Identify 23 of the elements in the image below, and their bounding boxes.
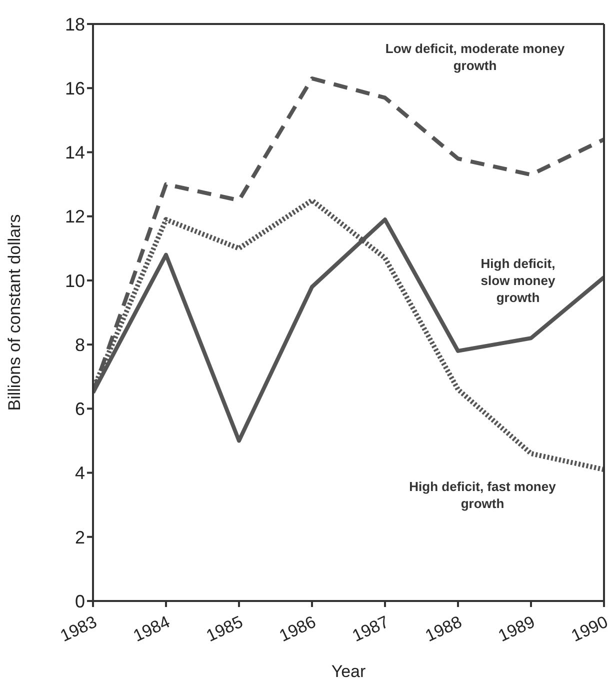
y-tick-label: 0 <box>74 591 85 612</box>
y-tick-label: 4 <box>74 463 85 484</box>
y-tick-label: 16 <box>64 78 85 98</box>
y-tick-label: 10 <box>64 270 85 291</box>
series-label: High deficit, fast money growth <box>408 478 557 512</box>
series-label: Low deficit, moderate money growth <box>385 40 565 74</box>
y-tick-label: 2 <box>74 527 85 548</box>
y-tick-label: 12 <box>64 206 85 227</box>
x-tick-label: 1987 <box>349 612 392 646</box>
y-tick-label: 8 <box>74 334 85 355</box>
x-tick-label: 1989 <box>495 612 538 646</box>
y-tick-label: 14 <box>64 142 85 163</box>
x-tick-label: 1988 <box>422 612 465 646</box>
series-label: High deficit, slow money growth <box>480 255 556 306</box>
x-tick-label: 1986 <box>276 612 319 646</box>
y-axis-title: Billions of constant dollars <box>5 214 24 411</box>
y-tick-label: 18 <box>64 14 85 34</box>
x-tick-label: 1984 <box>130 612 173 646</box>
x-tick-label: 1983 <box>57 612 100 646</box>
x-tick-label: 1990 <box>568 612 611 646</box>
x-tick-label: 1985 <box>203 612 246 646</box>
y-tick-label: 6 <box>74 399 85 420</box>
x-axis-title: Year <box>331 662 366 679</box>
